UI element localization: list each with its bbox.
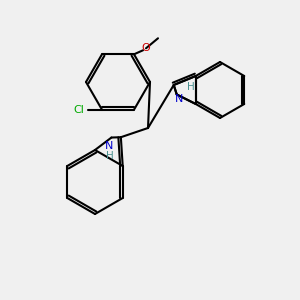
Text: Cl: Cl bbox=[73, 105, 84, 115]
Text: O: O bbox=[142, 43, 150, 53]
Text: H: H bbox=[187, 82, 195, 92]
Text: N: N bbox=[105, 140, 114, 151]
Text: N: N bbox=[175, 94, 183, 103]
Text: H: H bbox=[106, 151, 113, 160]
